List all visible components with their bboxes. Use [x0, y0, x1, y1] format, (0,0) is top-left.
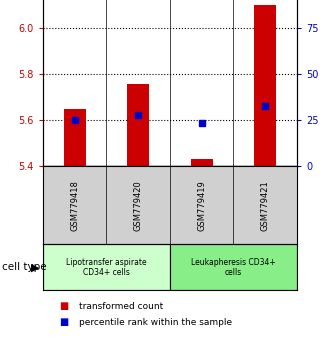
Text: GSM779421: GSM779421 — [261, 180, 270, 231]
Text: GSM779419: GSM779419 — [197, 180, 206, 231]
Bar — [254, 5, 276, 166]
Bar — [64, 109, 86, 166]
Text: GSM779420: GSM779420 — [134, 180, 143, 231]
Text: ■: ■ — [59, 317, 69, 327]
Text: GSM779418: GSM779418 — [70, 180, 79, 231]
Bar — [191, 160, 213, 166]
Bar — [43, 244, 170, 290]
Text: transformed count: transformed count — [79, 302, 163, 311]
Text: Lipotransfer aspirate
CD34+ cells: Lipotransfer aspirate CD34+ cells — [66, 258, 147, 277]
Text: percentile rank within the sample: percentile rank within the sample — [79, 318, 232, 327]
Text: cell type: cell type — [2, 262, 46, 272]
Text: Leukapheresis CD34+
cells: Leukapheresis CD34+ cells — [191, 258, 276, 277]
Text: ■: ■ — [59, 301, 69, 311]
Bar — [170, 244, 297, 290]
Text: ▶: ▶ — [31, 262, 39, 272]
Bar — [127, 84, 149, 166]
